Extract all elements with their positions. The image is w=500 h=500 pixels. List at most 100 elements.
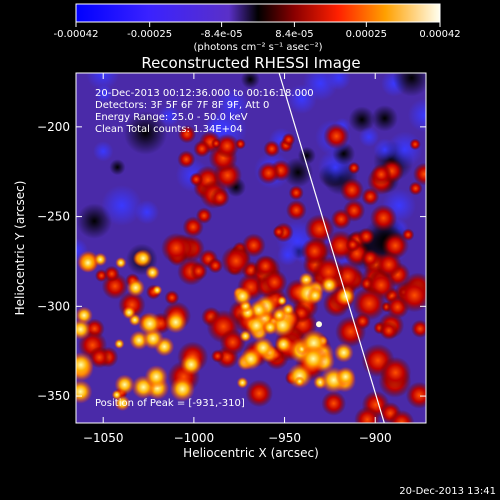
heat-cell — [304, 214, 335, 245]
plot-frame — [75, 72, 427, 424]
heat-cell — [220, 245, 252, 277]
heat-cell — [76, 352, 94, 378]
heat-cell — [240, 73, 260, 89]
heat-cell — [134, 249, 153, 268]
heat-cell — [348, 106, 376, 133]
chart-title: Reconstructed RHESSI Image — [141, 54, 360, 72]
annotation-line: Clean Total counts: 1.34E+04 — [95, 124, 243, 135]
heat-cell — [115, 257, 127, 269]
heat-cell — [210, 349, 225, 363]
colorbar-units: (photons cm⁻² s⁻¹ asec⁻²) — [193, 42, 322, 53]
heat-cell — [219, 329, 247, 356]
heat-cell — [101, 184, 143, 226]
heat-cell — [333, 342, 354, 363]
heat-cell — [214, 133, 240, 159]
heat-cell — [114, 374, 135, 395]
heat-cell — [379, 356, 412, 389]
heat-cell — [282, 157, 314, 188]
heat-cell — [397, 278, 426, 313]
heat-cell — [297, 146, 316, 165]
heatmap-features — [76, 73, 426, 423]
heat-cell — [409, 138, 421, 151]
heat-cell — [88, 346, 111, 369]
heat-cell — [138, 311, 162, 336]
heat-cell — [78, 253, 98, 273]
limb-line — [278, 73, 385, 423]
heat-cell — [126, 278, 145, 297]
heat-cell — [358, 126, 380, 148]
heat-cell — [281, 132, 296, 147]
x-tick-label: −900 — [359, 431, 392, 445]
heat-cell — [277, 244, 299, 266]
x-axis: −1050 −1000 −950 −900 — [83, 73, 392, 445]
heat-cell — [335, 366, 356, 387]
heat-cell — [94, 84, 114, 104]
x-tick-label: −1000 — [174, 431, 215, 445]
colorbar-tick-label: 8.4e-05 — [275, 29, 313, 40]
heat-cell — [373, 138, 397, 161]
heat-cell — [345, 237, 361, 252]
heat-cell — [254, 254, 277, 278]
heat-cell — [76, 379, 93, 404]
heat-cell — [281, 303, 295, 316]
heat-cell — [369, 204, 398, 232]
heat-cell — [361, 187, 380, 206]
heat-cell — [93, 141, 114, 162]
heat-cell — [177, 150, 196, 169]
annotation-block: 20-Dec-2013 00:12:36.000 to 00:16:18.000… — [95, 88, 314, 135]
annotation-line: 20-Dec-2013 00:12:36.000 to 00:16:18.000 — [95, 88, 314, 99]
colorbar-ticks: -0.00042 -0.00025 -8.4e-05 8.4e-05 0.00025 0.… — [54, 22, 461, 40]
heat-cell — [323, 123, 350, 150]
x-tick-label: −950 — [268, 431, 301, 445]
heat-cell — [379, 321, 399, 341]
heat-cell — [103, 265, 120, 282]
heat-cell — [326, 73, 351, 91]
heat-cell — [276, 295, 288, 306]
heat-cell — [407, 98, 426, 133]
heat-cell — [306, 287, 324, 304]
heat-cell — [321, 391, 347, 416]
heat-cell — [193, 140, 211, 158]
heat-cell — [144, 365, 168, 389]
x-tick-label: −1050 — [83, 431, 124, 445]
x-axis-label: Heliocentric X (arcsec) — [183, 446, 319, 460]
heat-cell — [152, 285, 163, 296]
colorbar-tick-label: -0.00042 — [54, 29, 99, 40]
heat-cell — [109, 159, 126, 176]
heat-cell — [134, 200, 160, 225]
heat-cell — [164, 311, 187, 334]
heat-cell — [111, 389, 122, 400]
heat-cell — [182, 216, 204, 238]
heat-cell — [272, 225, 286, 239]
heat-cell — [412, 162, 426, 186]
y-tick-label: −200 — [37, 120, 70, 134]
y-tick-label: −350 — [37, 389, 70, 403]
heat-cell — [236, 376, 249, 389]
colorbar-tick-label: -8.4e-05 — [201, 29, 243, 40]
heat-cell — [232, 286, 253, 306]
y-axis: −200 −250 −300 −350 — [37, 120, 426, 403]
heat-cell — [241, 233, 266, 258]
heat-cell — [360, 248, 380, 268]
heat-cell — [357, 227, 376, 246]
heat-cell — [299, 345, 327, 373]
y-tick-label: −250 — [37, 210, 70, 224]
heatmap — [76, 73, 426, 423]
peak-point — [316, 321, 323, 328]
heat-cell — [76, 318, 92, 340]
y-tick-label: −300 — [37, 299, 70, 313]
heat-cell — [405, 381, 426, 409]
heat-cell — [408, 181, 423, 196]
heat-cell — [294, 376, 305, 387]
heat-cell — [215, 87, 250, 123]
heat-cell — [288, 185, 304, 201]
heat-cell — [375, 251, 403, 278]
colorbar-tick-label: -0.00025 — [127, 29, 172, 40]
heat-cell — [177, 125, 197, 144]
heat-cell — [330, 208, 352, 230]
heat-cell — [257, 161, 281, 185]
colorbar-tick-label: 0.00042 — [419, 29, 460, 40]
heat-cell — [411, 319, 426, 338]
heat-cell — [263, 140, 281, 158]
